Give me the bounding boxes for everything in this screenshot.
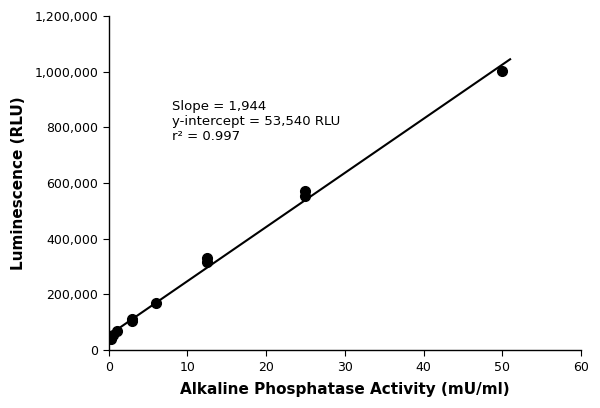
Point [301, 193, 310, 200]
Point [112, 328, 121, 335]
Point [301, 188, 310, 194]
Point [497, 68, 507, 74]
Point [202, 258, 212, 265]
Point [106, 336, 116, 342]
Point [128, 318, 137, 325]
Text: Slope = 1,944
y-intercept = 53,540 RLU
r² = 0.997: Slope = 1,944 y-intercept = 53,540 RLU r… [172, 100, 340, 143]
Point [108, 332, 118, 338]
X-axis label: Alkaline Phosphatase Activity (mU/ml): Alkaline Phosphatase Activity (mU/ml) [180, 382, 509, 397]
Y-axis label: Luminescence (RLU): Luminescence (RLU) [11, 96, 26, 270]
Point [128, 316, 137, 322]
Point [202, 255, 212, 261]
Point [151, 299, 161, 306]
